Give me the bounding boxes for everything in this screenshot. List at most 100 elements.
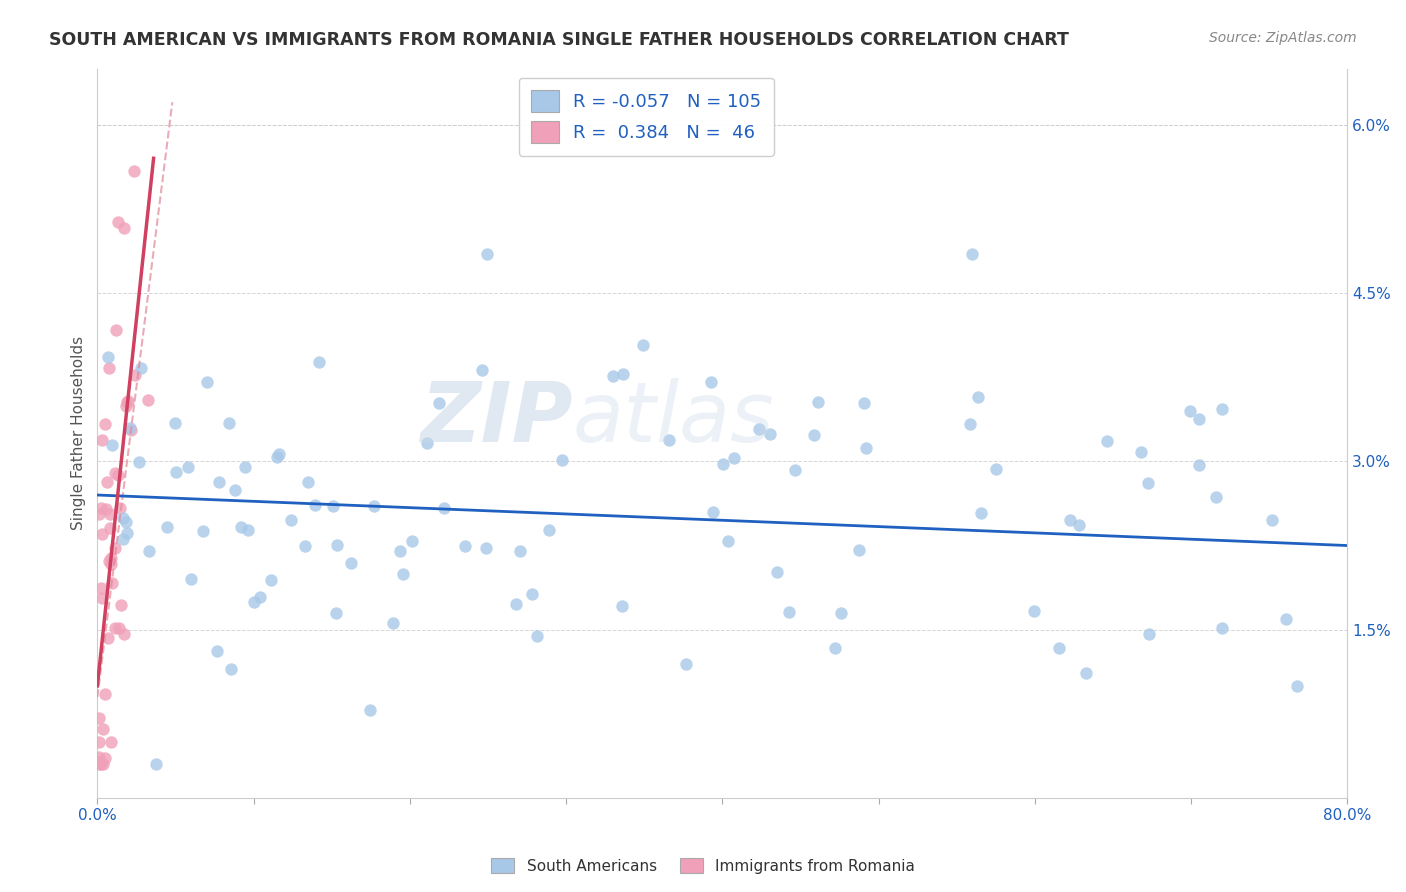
Point <box>294 539 316 553</box>
Point <box>962 247 984 261</box>
Point <box>1211 621 1233 635</box>
Point <box>91 757 114 772</box>
Point <box>108 621 131 635</box>
Point <box>180 572 202 586</box>
Point <box>433 501 456 516</box>
Point <box>427 396 450 410</box>
Point <box>87 711 110 725</box>
Point <box>205 644 228 658</box>
Point <box>94 417 117 432</box>
Point <box>1047 641 1070 656</box>
Point <box>100 735 122 749</box>
Point <box>1261 513 1284 527</box>
Point <box>115 515 138 529</box>
Point <box>326 538 349 552</box>
Point <box>1205 491 1227 505</box>
Point <box>118 421 141 435</box>
Point <box>115 526 138 541</box>
Point <box>1067 518 1090 533</box>
Point <box>363 499 385 513</box>
Point <box>91 527 114 541</box>
Point <box>765 566 787 580</box>
Point <box>100 551 122 566</box>
Point <box>702 505 724 519</box>
Point <box>1211 402 1233 417</box>
Point <box>759 426 782 441</box>
Point <box>124 368 146 382</box>
Point <box>785 463 807 477</box>
Point <box>1188 412 1211 426</box>
Point <box>129 361 152 376</box>
Point <box>112 627 135 641</box>
Point <box>90 501 112 516</box>
Point <box>675 657 697 672</box>
Point <box>87 750 110 764</box>
Point <box>471 363 494 377</box>
Point <box>117 393 139 408</box>
Point <box>101 576 124 591</box>
Point <box>165 416 187 430</box>
Point <box>520 586 543 600</box>
Point <box>128 455 150 469</box>
Point <box>177 459 200 474</box>
Text: SOUTH AMERICAN VS IMMIGRANTS FROM ROMANIA SINGLE FATHER HOUSEHOLDS CORRELATION C: SOUTH AMERICAN VS IMMIGRANTS FROM ROMANI… <box>49 31 1069 49</box>
Point <box>325 606 347 620</box>
Point <box>136 393 159 408</box>
Point <box>97 361 120 376</box>
Point <box>91 591 114 606</box>
Point <box>97 350 120 364</box>
Point <box>1285 679 1308 693</box>
Point <box>807 395 830 409</box>
Point <box>1274 612 1296 626</box>
Point <box>633 337 655 351</box>
Point <box>243 594 266 608</box>
Point <box>104 323 127 337</box>
Point <box>359 703 381 717</box>
Text: atlas: atlas <box>572 378 773 459</box>
Point <box>87 757 110 772</box>
Point <box>986 462 1008 476</box>
Point <box>1180 404 1202 418</box>
Point <box>120 423 142 437</box>
Point <box>505 597 527 611</box>
Point <box>94 687 117 701</box>
Point <box>308 355 330 369</box>
Point <box>233 459 256 474</box>
Point <box>855 442 877 456</box>
Point <box>90 582 112 596</box>
Point <box>97 631 120 645</box>
Point <box>967 390 990 404</box>
Point <box>100 521 122 535</box>
Point <box>748 421 770 435</box>
Point <box>304 498 326 512</box>
Point <box>1137 476 1160 491</box>
Point <box>830 606 852 620</box>
Point <box>1137 627 1160 641</box>
Point <box>104 541 127 556</box>
Point <box>538 523 561 537</box>
Point <box>195 376 218 390</box>
Point <box>297 475 319 489</box>
Legend: R = -0.057   N = 105, R =  0.384   N =  46: R = -0.057 N = 105, R = 0.384 N = 46 <box>519 78 773 156</box>
Point <box>612 368 634 382</box>
Point <box>122 163 145 178</box>
Point <box>824 640 846 655</box>
Point <box>339 557 361 571</box>
Point <box>1188 458 1211 473</box>
Point <box>90 433 112 447</box>
Point <box>107 215 129 229</box>
Point <box>138 544 160 558</box>
Point <box>658 433 681 447</box>
Point <box>266 450 288 464</box>
Point <box>970 506 993 520</box>
Point <box>115 400 138 414</box>
Point <box>219 663 242 677</box>
Point <box>156 520 179 534</box>
Point <box>803 428 825 442</box>
Y-axis label: Single Father Households: Single Father Households <box>72 336 86 531</box>
Point <box>392 566 415 581</box>
Point <box>848 543 870 558</box>
Text: Source: ZipAtlas.com: Source: ZipAtlas.com <box>1209 31 1357 45</box>
Point <box>191 524 214 538</box>
Point <box>238 524 260 538</box>
